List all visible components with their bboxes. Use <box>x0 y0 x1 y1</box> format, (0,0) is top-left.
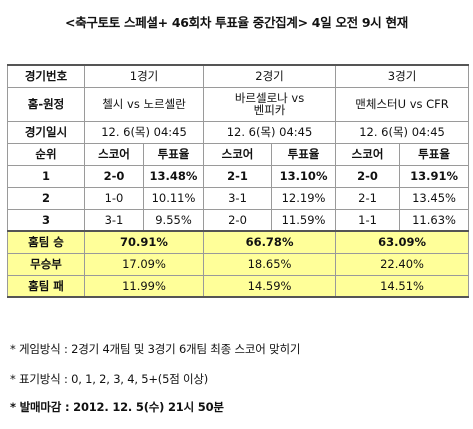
score-cell: 3-1 <box>84 208 144 232</box>
outcome-value: 22.40% <box>335 252 470 276</box>
rate-header-3: 투표율 <box>399 142 470 166</box>
rank-cell: 3 <box>7 208 85 232</box>
match-1-number: 1경기 <box>83 64 205 88</box>
header-label: 경기번호 <box>7 64 85 88</box>
note-notation: * 표기방식 : 0, 1, 2, 3, 4, 5+(5점 이상) <box>10 372 209 386</box>
rate-cell: 11.59% <box>271 208 337 232</box>
match-1-date: 12. 6(목) 04:45 <box>83 120 205 144</box>
date-label: 경기일시 <box>7 120 85 144</box>
score-header-1: 스코어 <box>84 142 144 166</box>
score-cell: 2-0 <box>335 164 401 188</box>
rate-cell: 9.55% <box>142 208 205 232</box>
table-row: 2 1-0 10.11% 3-1 12.19% 2-1 13.45% <box>7 186 470 210</box>
outcome-value: 18.65% <box>203 252 337 276</box>
date-row: 경기일시 12. 6(목) 04:45 12. 6(목) 04:45 12. 6… <box>7 120 470 144</box>
outcome-row-draw: 무승부 17.09% 18.65% 22.40% <box>7 252 470 276</box>
match-2-number: 2경기 <box>203 64 337 88</box>
outcome-value: 14.59% <box>203 274 337 298</box>
score-cell: 1-0 <box>84 186 144 210</box>
match-3-teams-line1: 맨체스터U vs CFR <box>355 97 449 111</box>
rate-cell: 11.63% <box>399 208 470 232</box>
outcome-label: 무승부 <box>7 252 85 276</box>
table-row: 3 3-1 9.55% 2-0 11.59% 1-1 11.63% <box>7 208 470 232</box>
note-game-method: * 게임방식 : 2경기 4개팀 및 3경기 6개팀 최종 스코어 맞히기 <box>10 342 301 356</box>
score-cell: 3-1 <box>203 186 273 210</box>
rate-cell: 13.10% <box>271 164 337 188</box>
outcome-value: 70.91% <box>83 230 205 254</box>
match-3-teams: 맨체스터U vs CFR <box>335 86 470 122</box>
home-away-label: 홈-원정 <box>7 86 85 122</box>
rank-label: 순위 <box>7 142 85 166</box>
page-title: <축구토토 스페셜+ 46회차 투표율 중간집계> 4일 오전 9시 현재 <box>65 15 408 30</box>
outcome-value: 63.09% <box>335 230 470 254</box>
match-3-number: 3경기 <box>335 64 470 88</box>
match-2-teams: 바르셀로나 vs 벤피카 <box>203 86 337 122</box>
match-2-date: 12. 6(목) 04:45 <box>203 120 337 144</box>
vote-rate-table: 경기번호 1경기 2경기 3경기 홈-원정 첼시 vs 노르셸란 바르셀로나 v… <box>7 64 470 298</box>
rate-cell: 13.48% <box>142 164 205 188</box>
match-1-teams: 첼시 vs 노르셸란 <box>83 86 205 122</box>
score-cell: 2-1 <box>335 186 401 210</box>
note-deadline: * 발매마감 : 2012. 12. 5(수) 21시 50분 <box>10 400 224 414</box>
outcome-value: 66.78% <box>203 230 337 254</box>
score-cell: 2-0 <box>203 208 273 232</box>
match-2-teams-line1: 바르셀로나 vs <box>234 91 305 105</box>
rate-header-2: 투표율 <box>271 142 337 166</box>
outcome-value: 11.99% <box>83 274 205 298</box>
outcome-label: 홈팀 패 <box>7 274 85 298</box>
match-3-date: 12. 6(목) 04:45 <box>335 120 470 144</box>
rank-cell: 2 <box>7 186 85 210</box>
score-cell: 2-0 <box>84 164 144 188</box>
rate-cell: 10.11% <box>142 186 205 210</box>
rate-cell: 13.91% <box>399 164 470 188</box>
match-number-row: 경기번호 1경기 2경기 3경기 <box>7 64 470 88</box>
score-cell: 1-1 <box>335 208 401 232</box>
match-2-teams-line2: 벤피카 <box>253 103 286 117</box>
column-header-row: 순위 스코어 투표율 스코어 투표율 스코어 투표율 <box>7 142 470 166</box>
score-header-2: 스코어 <box>203 142 273 166</box>
outcome-row-home-win: 홈팀 승 70.91% 66.78% 63.09% <box>7 230 470 254</box>
rate-header-1: 투표율 <box>142 142 205 166</box>
outcome-label: 홈팀 승 <box>7 230 85 254</box>
score-cell: 2-1 <box>203 164 273 188</box>
outcome-row-home-loss: 홈팀 패 11.99% 14.59% 14.51% <box>7 274 470 298</box>
home-away-row: 홈-원정 첼시 vs 노르셸란 바르셀로나 vs 벤피카 맨체스터U vs CF… <box>7 86 470 122</box>
score-header-3: 스코어 <box>335 142 401 166</box>
outcome-value: 17.09% <box>83 252 205 276</box>
match-1-teams-line1: 첼시 vs 노르셸란 <box>102 97 186 111</box>
rate-cell: 12.19% <box>271 186 337 210</box>
outcome-value: 14.51% <box>335 274 470 298</box>
rate-cell: 13.45% <box>399 186 470 210</box>
rank-cell: 1 <box>7 164 85 188</box>
table-row: 1 2-0 13.48% 2-1 13.10% 2-0 13.91% <box>7 164 470 188</box>
